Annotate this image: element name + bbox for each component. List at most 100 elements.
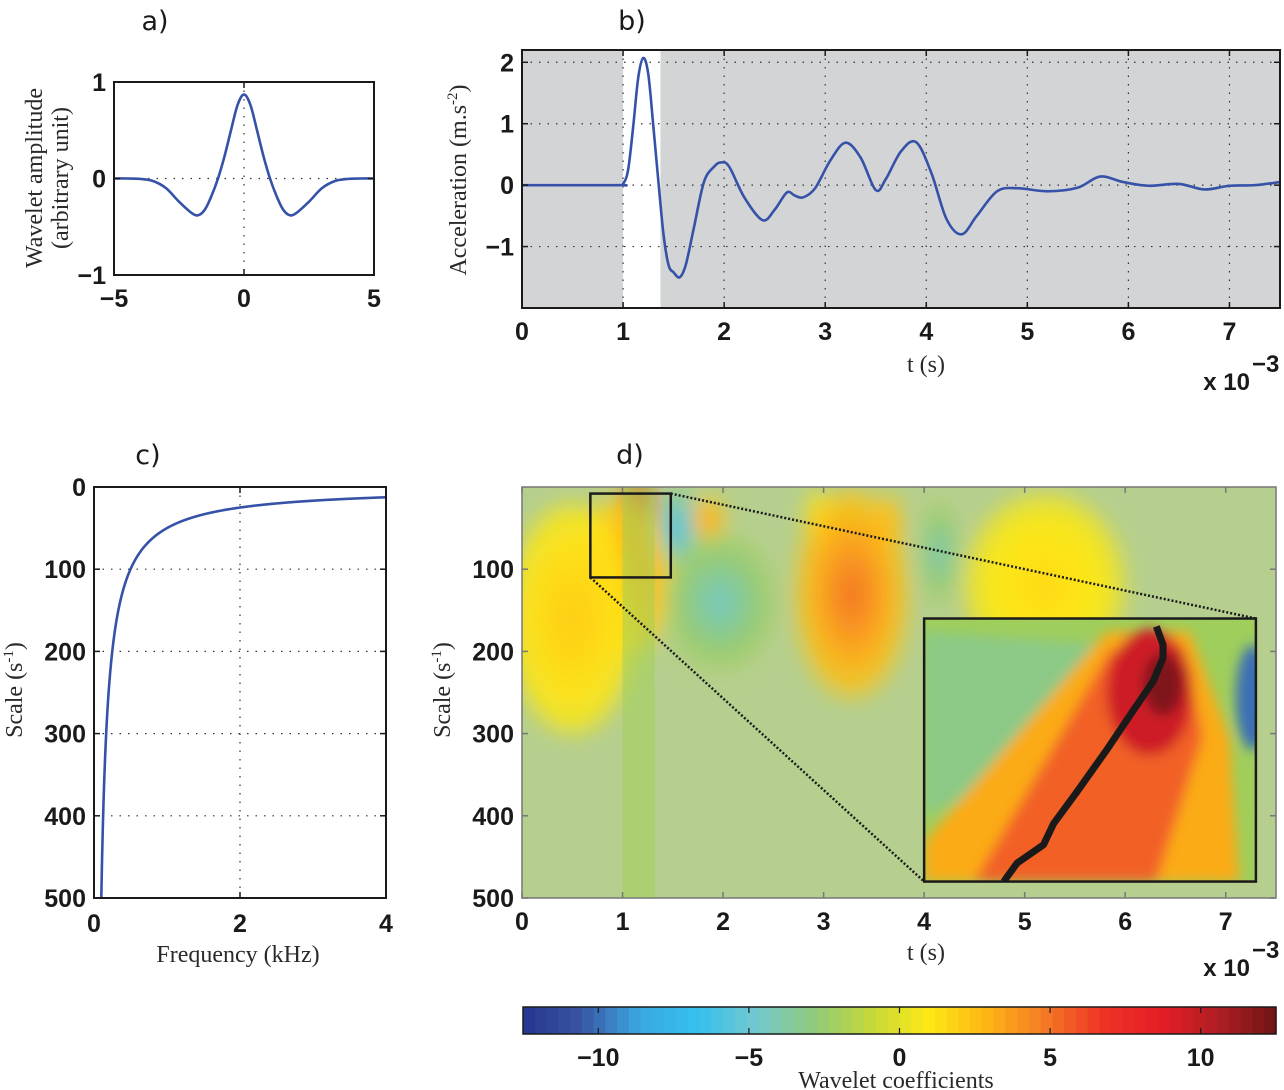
heatmap-blob bbox=[840, 573, 864, 615]
colorbar-step bbox=[828, 1007, 842, 1034]
colorbar-step bbox=[570, 1007, 583, 1034]
y-tick-label: 0 bbox=[92, 166, 106, 194]
colorbar-step bbox=[1064, 1007, 1077, 1034]
colorbar-step bbox=[1005, 1007, 1018, 1034]
panel-b-ylabel-sup: -2 bbox=[445, 92, 461, 105]
colorbar-step bbox=[970, 1007, 983, 1034]
colorbar-step bbox=[652, 1007, 665, 1034]
panel-b-multiplier-exp: −3 bbox=[1252, 351, 1279, 378]
heatmap-highlight-band bbox=[622, 487, 655, 898]
colorbar-step bbox=[1134, 1007, 1148, 1034]
panel-b-multiplier-base: x 10 bbox=[1203, 369, 1250, 396]
panel-d-x-multiplier: x 10 −3 bbox=[1203, 937, 1279, 982]
colorbar-step bbox=[546, 1007, 559, 1034]
colorbar-step bbox=[1205, 1007, 1218, 1034]
y-tick-label: 300 bbox=[44, 721, 86, 749]
panel-b-label: b) bbox=[618, 6, 646, 37]
x-tick-label: 4 bbox=[919, 318, 933, 346]
y-tick-label: −1 bbox=[77, 262, 106, 290]
panel-d-multiplier-base: x 10 bbox=[1203, 955, 1250, 982]
panel-b-frame bbox=[521, 49, 1281, 309]
x-tick-label: 1 bbox=[616, 908, 630, 936]
x-tick-label: 7 bbox=[1223, 318, 1237, 346]
panel-a: a) −5 0 5 −1 0 1 Wavelet amplitude (arbitrar… bbox=[22, 6, 381, 313]
x-tick-label: 0 bbox=[237, 285, 251, 313]
panel-a-label: a) bbox=[141, 6, 168, 37]
panel-b-ylabel-end: ) bbox=[446, 84, 472, 92]
colorbar-step bbox=[1017, 1007, 1030, 1034]
colorbar-step bbox=[1228, 1007, 1242, 1034]
panel-c-scale-line bbox=[100, 495, 386, 898]
panel-d-ylabel-sup: -1 bbox=[429, 650, 445, 663]
panel-c-ylabel: Scale (s-1) bbox=[1, 642, 28, 738]
zoom-inset bbox=[922, 617, 1258, 883]
colorbar-step bbox=[523, 1007, 536, 1034]
panel-b-ylabel-main: Acceleration (m.s bbox=[446, 105, 472, 276]
x-tick-label: 0 bbox=[515, 908, 529, 936]
panel-b-highlight-window bbox=[623, 50, 661, 308]
colorbar-step bbox=[911, 1007, 924, 1034]
colorbar-step bbox=[1028, 1007, 1042, 1034]
y-tick-label: 500 bbox=[44, 885, 86, 913]
colorbar-step bbox=[675, 1007, 689, 1034]
colorbar-tick-label: −10 bbox=[577, 1044, 619, 1072]
x-tick-label: 4 bbox=[917, 908, 931, 936]
heatmap-blob bbox=[559, 595, 586, 642]
colorbar-step bbox=[1111, 1007, 1124, 1034]
colorbar-step bbox=[534, 1007, 548, 1034]
colorbar-step bbox=[946, 1007, 959, 1034]
colorbar-step bbox=[1193, 1007, 1207, 1034]
panel-a-ylabel-line2: (arbitrary unit) bbox=[48, 107, 74, 249]
panel-d-ylabel-main: Scale (s bbox=[430, 663, 456, 738]
panel-a-ylabel-line1: Wavelet amplitude bbox=[22, 88, 48, 268]
colorbar-step bbox=[1087, 1007, 1101, 1034]
panel-d-label: d) bbox=[616, 440, 644, 471]
panel-a-grid bbox=[114, 82, 374, 275]
panel-d: d) 0 1 2 3 4 5 6 7 100 200 300 400 500 t (s) x 10 −… bbox=[429, 440, 1279, 982]
panel-d-ylabel: Scale (s-1) bbox=[429, 642, 456, 738]
zoom-box bbox=[589, 492, 673, 579]
y-tick-label: 500 bbox=[472, 885, 514, 913]
x-tick-label: 0 bbox=[515, 318, 529, 346]
x-tick-label: 4 bbox=[379, 910, 393, 938]
panel-b-xlabel: t (s) bbox=[907, 352, 945, 378]
y-tick-label: 1 bbox=[500, 111, 514, 139]
y-tick-label: 400 bbox=[472, 803, 514, 831]
colorbar-step bbox=[887, 1007, 901, 1034]
colorbar-step bbox=[628, 1007, 642, 1034]
colorbar-step bbox=[875, 1007, 889, 1034]
colorbar-step bbox=[1240, 1007, 1254, 1034]
y-tick-label: 200 bbox=[472, 638, 514, 666]
colorbar-tick-label: 0 bbox=[893, 1044, 907, 1072]
panel-c-y-ticks: 0 100 200 300 400 500 bbox=[44, 474, 386, 913]
x-tick-label: 0 bbox=[87, 910, 101, 938]
colorbar-step bbox=[746, 1007, 759, 1034]
colorbar-step bbox=[1040, 1007, 1054, 1034]
panel-a-wavelet-line bbox=[114, 93, 374, 217]
x-tick-label: 6 bbox=[1121, 318, 1135, 346]
colorbar-step bbox=[840, 1007, 854, 1034]
panel-c-label: c) bbox=[135, 440, 160, 471]
colorbar-step bbox=[781, 1007, 795, 1034]
colorbar-step bbox=[981, 1007, 995, 1034]
colorbar-step bbox=[711, 1007, 724, 1034]
panel-a-x-ticks: −5 0 5 bbox=[100, 82, 381, 313]
colorbar-step bbox=[1252, 1007, 1265, 1034]
panel-c-xlabel: Frequency (kHz) bbox=[156, 942, 319, 968]
colorbar-step bbox=[1052, 1007, 1065, 1034]
x-tick-label: 7 bbox=[1219, 908, 1233, 936]
colorbar-step bbox=[923, 1007, 936, 1034]
inset-frame bbox=[922, 617, 1258, 883]
colorbar-step bbox=[1170, 1007, 1183, 1034]
panel-b-grid bbox=[522, 50, 1280, 308]
colorbar-tick-label: −5 bbox=[735, 1044, 764, 1072]
colorbar-steps bbox=[523, 1007, 1277, 1034]
panel-c-grid bbox=[94, 487, 386, 898]
colorbar-step bbox=[1099, 1007, 1112, 1034]
colorbar-step bbox=[934, 1007, 948, 1034]
y-tick-label: 300 bbox=[472, 721, 514, 749]
panel-d-y-ticks: 100 200 300 400 500 bbox=[472, 556, 514, 913]
heatmap-blob bbox=[1028, 567, 1061, 605]
ridge-line bbox=[1000, 625, 1167, 882]
